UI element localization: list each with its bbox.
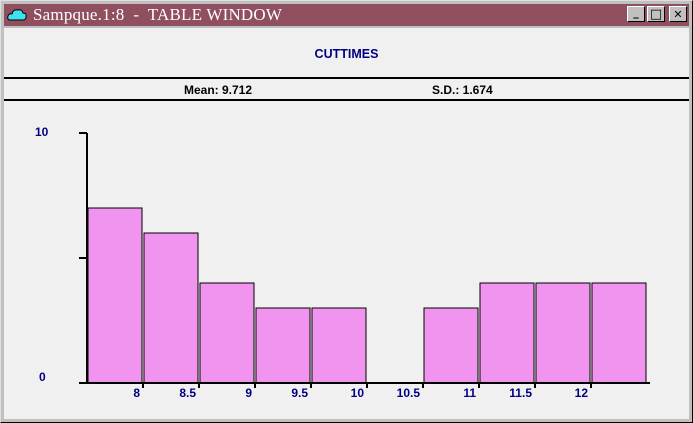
close-icon: ✕	[673, 7, 683, 21]
x-tick-label: 11	[463, 386, 476, 400]
histogram-bar	[87, 207, 143, 384]
window-title: Sampque.1:8 - TABLE WINDOW	[33, 5, 283, 24]
mean-readout: Mean: 9.712	[184, 83, 253, 97]
x-tick-label: 10.5	[397, 386, 421, 400]
x-tick-label: 10	[351, 386, 365, 400]
histogram-bar	[423, 307, 479, 384]
title-bar[interactable]: Sampque.1:8 - TABLE WINDOW _ □ ✕	[4, 4, 689, 26]
minimize-button[interactable]: _	[627, 6, 645, 22]
table-client-area: CUTTIMES Mean: 9.712 S.D.: 1.674 0 10 8 8.5…	[4, 28, 689, 419]
histogram-bar	[311, 307, 367, 384]
table-title: CUTTIMES	[314, 47, 379, 61]
close-button[interactable]: ✕	[669, 6, 687, 22]
histogram-bar	[591, 282, 647, 384]
x-tick-label: 8.5	[179, 386, 196, 400]
x-tick-label: 9.5	[291, 386, 308, 400]
histogram-bar	[255, 307, 311, 384]
histogram-bar	[199, 282, 255, 384]
x-tick-label: 12	[575, 386, 589, 400]
sd-readout: S.D.: 1.674	[432, 83, 493, 97]
x-tick-label: 11.5	[509, 386, 532, 400]
histogram: 0 10 8 8.5 9 9.5 10 10.5 11 11.5 12	[35, 125, 650, 400]
divider-bottom	[4, 99, 689, 101]
x-tick-label: 9	[245, 386, 252, 400]
y-tick-label: 0	[39, 370, 46, 384]
histogram-bar	[143, 232, 199, 384]
x-tick-label: 8	[133, 386, 140, 400]
maximize-button[interactable]: □	[647, 6, 665, 22]
histogram-bar	[535, 282, 591, 384]
minimize-icon: _	[633, 5, 639, 19]
cloud-app-icon[interactable]	[7, 6, 27, 24]
maximize-icon: □	[649, 6, 663, 22]
y-tick-label: 10	[35, 125, 49, 139]
histogram-bar	[479, 282, 535, 384]
divider-top	[4, 77, 689, 79]
